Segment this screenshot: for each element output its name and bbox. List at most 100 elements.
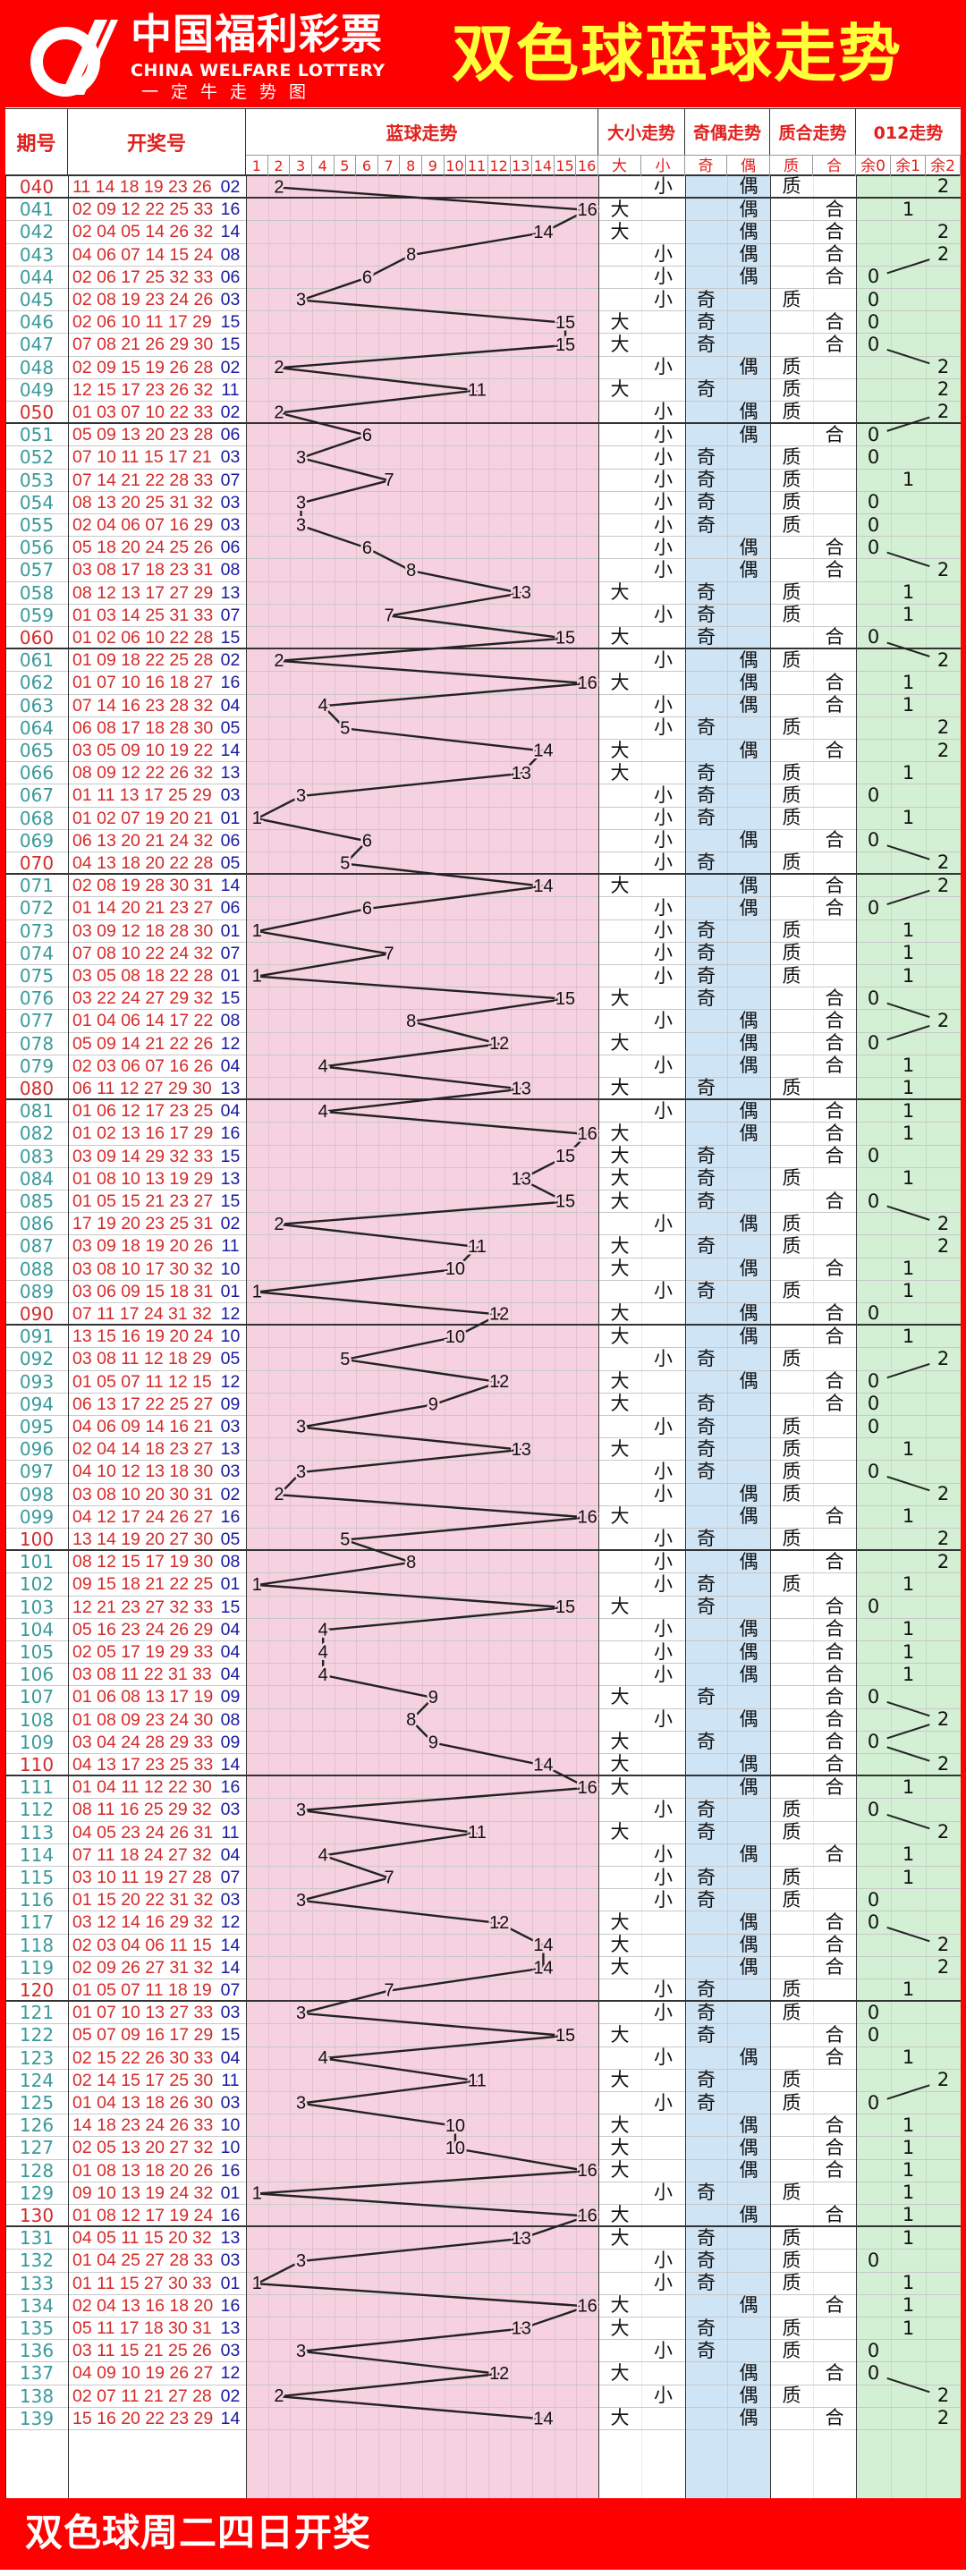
parity-mark: 奇 (697, 1415, 716, 1437)
blue-trend-point: 1 (252, 2274, 262, 2293)
parity-mark: 偶 (739, 356, 758, 378)
issue-number: 051 (19, 424, 55, 446)
mod-mark: 1 (902, 1572, 915, 1595)
table-row: 119 02 09 26 27 31 32 14 大 偶 合 2 (5, 1957, 961, 1979)
blue-ball: 06 (220, 830, 241, 851)
left-border (0, 107, 5, 2504)
issue-number: 102 (19, 1573, 55, 1596)
size-mark: 大 (610, 310, 630, 333)
issue-number: 105 (19, 1641, 55, 1664)
issue-number: 080 (19, 1077, 55, 1099)
parity-mark: 偶 (739, 243, 758, 266)
mod-mark: 0 (867, 513, 880, 536)
blue-trend-point: 16 (578, 1507, 597, 1527)
parity-mark: 奇 (697, 1234, 716, 1257)
mod-mark: 0 (867, 1888, 880, 1911)
issue-number: 098 (19, 1483, 55, 1505)
red-balls: 04 06 07 14 15 24 (72, 244, 214, 265)
mod-mark: 1 (902, 2046, 915, 2069)
size-mark: 小 (654, 1528, 673, 1550)
size-mark: 大 (610, 1731, 630, 1753)
prime-mark: 质 (782, 1460, 801, 1482)
parity-mark: 奇 (697, 919, 716, 942)
table-row: 123 02 15 22 26 30 33 04 小 偶 合 1 (5, 2047, 961, 2070)
prime-mark: 合 (825, 829, 844, 852)
table-row: 061 01 09 18 22 25 28 02 小 偶 质 2 (5, 649, 961, 673)
col-blue-trend: 蓝球走势 (246, 109, 598, 155)
blue-ball: 05 (220, 1349, 241, 1369)
issue-number: 056 (19, 537, 55, 559)
blue-ball: 01 (220, 808, 241, 828)
blue-trend-point: 11 (468, 1823, 487, 1843)
parity-mark: 奇 (697, 2182, 716, 2204)
blue-trend-point: 3 (296, 2004, 306, 2023)
size-mark: 小 (654, 1483, 673, 1505)
blue-ball: 15 (220, 1146, 241, 1166)
prime-mark: 合 (825, 198, 844, 220)
blue-ball: 09 (220, 1687, 241, 1707)
issue-number: 110 (19, 1753, 55, 1775)
mod-mark: 0 (867, 2339, 880, 2361)
table-row: 077 01 04 06 14 17 22 08 小 偶 合 2 (5, 1010, 961, 1033)
blue-ball: 15 (220, 335, 241, 355)
blue-trend-point: 2 (274, 1485, 284, 1504)
table-row: 135 05 11 17 18 30 31 13 大 奇 质 1 (5, 2318, 961, 2341)
parity-mark: 偶 (739, 401, 758, 423)
header-banner: 中国福利彩票 CHINA WELFARE LOTTERY 一定牛走势图 双色球蓝… (0, 0, 966, 107)
blue-trend-point: 10 (445, 1259, 465, 1279)
grid-line (641, 176, 642, 2498)
issue-number: 073 (19, 919, 55, 942)
blue-trend-point: 11 (468, 1237, 487, 1257)
issue-number: 072 (19, 897, 55, 919)
mod-mark: 0 (867, 987, 880, 1009)
red-balls: 03 05 08 18 22 28 (72, 966, 214, 987)
size-mark: 大 (610, 2204, 630, 2226)
prime-mark: 质 (782, 401, 801, 423)
blue-ball: 15 (220, 988, 241, 1009)
prime-mark: 质 (782, 1280, 801, 1302)
red-balls: 06 08 17 18 28 30 (72, 717, 214, 738)
red-balls: 01 03 14 25 31 33 (72, 605, 214, 625)
issue-number: 067 (19, 784, 55, 807)
table-row: 106 03 08 11 22 31 33 04 小 偶 合 1 (5, 1664, 961, 1687)
parity-mark: 奇 (697, 310, 716, 333)
parity-mark: 偶 (739, 671, 758, 693)
blue-ball: 05 (220, 852, 241, 873)
table-row: 060 01 02 06 10 22 28 15 大 奇 合 0 (5, 627, 961, 650)
mod-mark: 2 (936, 401, 950, 423)
table-row: 046 02 06 10 11 17 29 15 大 奇 合 0 (5, 310, 961, 335)
size-mark: 大 (610, 220, 630, 242)
prime-mark: 合 (825, 739, 844, 761)
size-mark: 大 (610, 1393, 630, 1415)
prime-mark: 质 (782, 1798, 801, 1820)
size-mark: 小 (654, 266, 673, 288)
blue-trend-point: 9 (428, 1394, 438, 1414)
issue-number: 123 (19, 2046, 55, 2069)
blue-ball: 09 (220, 1732, 241, 1752)
red-balls: 01 08 13 18 20 26 (72, 2160, 214, 2181)
blue-trend-point: 3 (296, 1462, 306, 1482)
grid-line (487, 176, 489, 2498)
red-balls: 02 03 04 06 11 15 (72, 1935, 212, 1955)
size-mark: 大 (610, 1934, 630, 1956)
blue-ball: 03 (220, 2341, 241, 2361)
blue-trend-point: 6 (362, 899, 372, 919)
blue-trend-point: 12 (489, 2364, 509, 2384)
blue-tick-1: 1 (246, 155, 268, 176)
brand-name-cn: 中国福利彩票 (131, 10, 383, 58)
table-row: 107 01 06 08 13 17 19 09 大 奇 合 0 (5, 1686, 961, 1709)
blue-tick-7: 7 (377, 155, 401, 176)
blue-trend-point: 2 (274, 403, 284, 423)
grid-line (400, 176, 402, 2498)
size-mark: 小 (654, 2272, 673, 2294)
red-balls: 13 15 16 19 20 24 (72, 1326, 214, 1347)
parity-mark: 奇 (697, 333, 716, 355)
red-balls: 02 06 10 11 17 29 (72, 312, 212, 333)
issue-number: 125 (19, 2092, 55, 2114)
table-row: 083 03 09 14 29 32 33 15 大 奇 合 0 (5, 1146, 961, 1168)
col-mod-trend: 012走势 (873, 123, 944, 143)
blue-ball: 13 (220, 763, 241, 784)
size-mark: 大 (610, 2407, 630, 2429)
mod-jump-line (886, 1813, 930, 1830)
